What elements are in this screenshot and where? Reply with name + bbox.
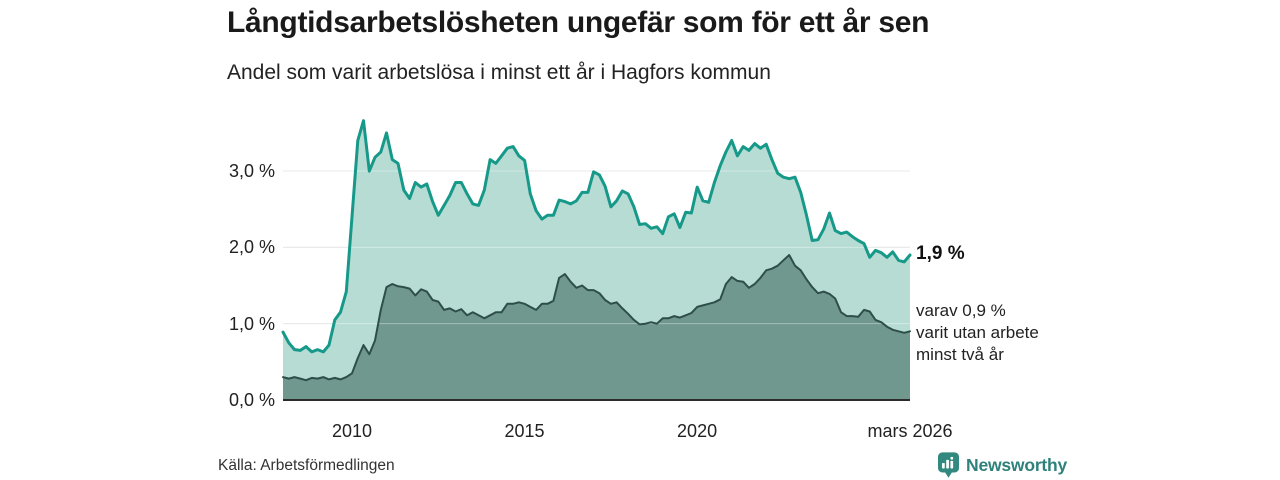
series-area-1 <box>283 255 910 400</box>
chart-title: Långtidsarbetslösheten ungefär som för e… <box>227 6 930 39</box>
series-line-0 <box>281 119 912 354</box>
latest-value-label: 1,9 % <box>916 243 965 264</box>
two-year-annotation-line: minst två år <box>916 345 1004 365</box>
newsworthy-wordmark: Newsworthy <box>966 454 1068 475</box>
x-axis-tick-label: 2015 <box>504 421 545 441</box>
newsworthy-logo: Newsworthy <box>938 452 1067 478</box>
chart-subtitle: Andel som varit arbetslösa i minst ett å… <box>227 61 771 84</box>
two-year-annotation: varav 0,9 % varit utan arbete minst två … <box>916 300 1039 366</box>
series-line-1 <box>282 254 911 382</box>
source-credit: Källa: Arbetsförmedlingen <box>218 457 395 474</box>
x-axis-tick-label: 2020 <box>677 421 718 441</box>
x-axis-tick-label: mars 2026 <box>867 421 953 441</box>
two-year-annotation-line: varav 0,9 % <box>916 301 1006 321</box>
y-axis-tick-label: 2,0 % <box>228 237 275 258</box>
y-axis-tick-label: 0,0 % <box>228 390 275 410</box>
y-axis-tick-label: 1,0 % <box>228 313 275 334</box>
newsworthy-bar-chart-icon <box>938 452 959 478</box>
y-axis-tick-label: 3,0 % <box>228 161 275 182</box>
two-year-annotation-line: varit utan arbete <box>916 323 1039 343</box>
x-axis-tick-label: 2010 <box>331 421 373 441</box>
